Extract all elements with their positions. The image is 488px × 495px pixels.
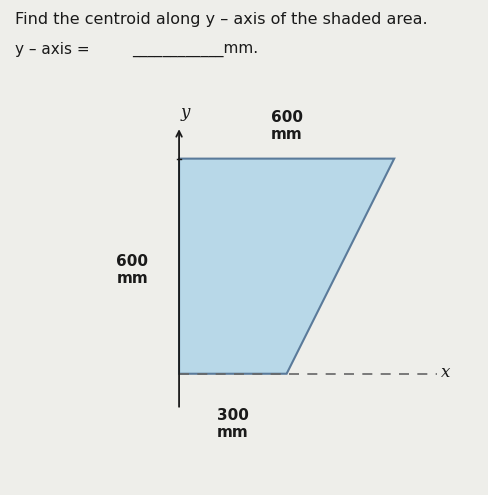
Text: 600
mm: 600 mm bbox=[117, 253, 148, 286]
Text: y: y bbox=[181, 104, 190, 121]
Text: 600
mm: 600 mm bbox=[271, 110, 303, 143]
Text: ____________mm.: ____________mm. bbox=[132, 42, 258, 57]
Polygon shape bbox=[179, 158, 394, 374]
Text: 300
mm: 300 mm bbox=[217, 408, 249, 440]
Text: Find the centroid along y – axis of the shaded area.: Find the centroid along y – axis of the … bbox=[15, 12, 427, 27]
Text: x: x bbox=[441, 364, 450, 381]
Text: y – axis =: y – axis = bbox=[15, 42, 94, 57]
